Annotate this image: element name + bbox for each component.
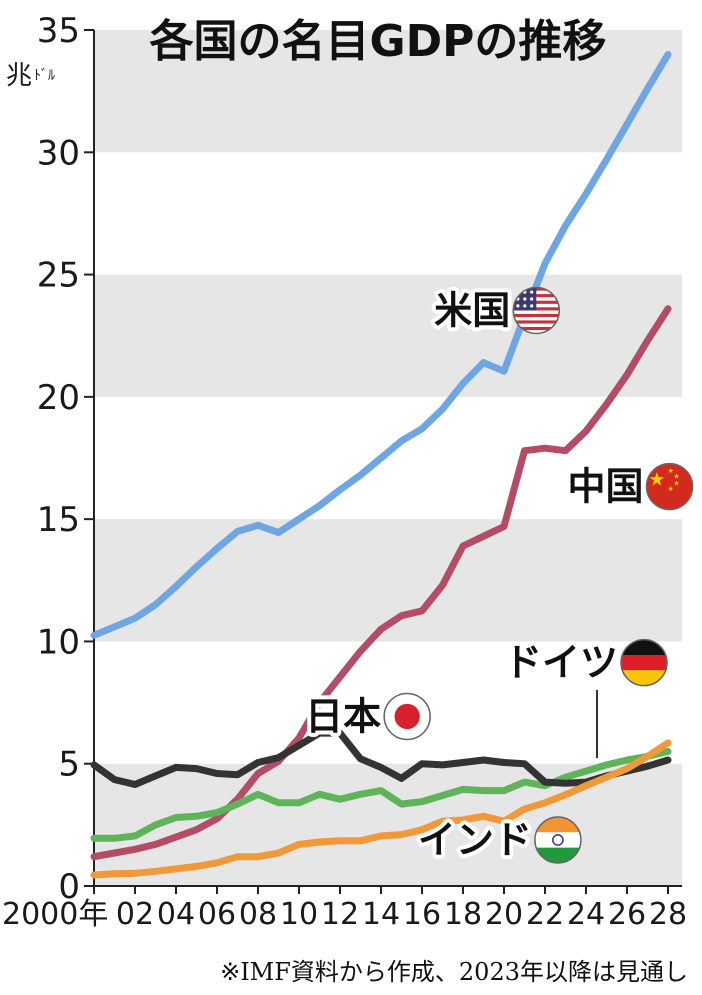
axes [93,30,682,887]
x-tick-label: 26 [608,897,646,932]
y-tick-label: 10 [37,622,80,662]
series-line [90,729,672,788]
series-label: ドイツ [504,641,618,685]
svg-text:★: ★ [673,473,679,481]
series-line [90,305,672,861]
x-tick-label: 12 [321,897,359,932]
x-tick-label: 10 [280,897,318,932]
svg-text:★: ★ [668,467,674,475]
flag-border [534,816,582,864]
series-label-halo: 中国 [568,465,644,509]
background-bands [94,30,682,886]
series-label: 中国 [568,465,644,509]
chart-title: 各国の名目GDPの推移 [150,16,607,67]
x-tick-label: 06 [198,897,236,932]
x-tick-label: 2000年 [2,897,108,932]
series-label-halo: ドイツ [504,641,618,685]
x-tick-label: 16 [403,897,441,932]
y-tick-label: 20 [37,378,80,418]
svg-text:★: ★ [649,469,666,490]
unit-label-sub: ﾄﾞﾙ [34,68,55,84]
series-line [90,748,672,842]
series-label-halo: インド [418,818,532,862]
series-line [90,739,672,879]
y-tick-label: 0 [58,867,80,907]
germany-flag [620,638,668,687]
grid-band [94,274,682,397]
x-tick-label: 02 [116,897,154,932]
x-tick-labels: 2000年 02 04 06 08 10 12 14 16 18 20 22 24 26 28 [2,886,687,932]
x-tick-label: 28 [649,897,687,932]
japan-flag [383,692,431,741]
x-tick-label: 22 [526,897,564,932]
svg-text:★: ★ [668,485,674,493]
flag-border [512,286,561,335]
series-line [90,51,672,639]
y-tick-label: 25 [37,256,80,296]
svg-text:★: ★ [673,479,679,487]
grid-band [94,30,682,153]
flag-border [620,638,668,687]
y-tick-label: 35 [37,11,80,51]
series-label-halo: 米国 [434,288,510,332]
series-lines [90,51,672,879]
y-tick-label: 30 [37,133,80,173]
source-note: ※IMF資料から作成、2023年以降は見通し [220,958,688,986]
y-tick-labels: 0 5 10 15 20 25 30 35 [37,11,94,907]
x-tick-label: 24 [567,897,605,932]
series-label-halo: 日本 [305,694,381,738]
india-flag [534,816,582,864]
flag-border [645,462,694,511]
china-flag: ★ ★★★★ [645,462,694,511]
x-tick-label: 20 [485,897,523,932]
series-label: インド [418,818,532,862]
series-label: 日本 [305,694,381,738]
x-tick-label: 08 [239,897,277,932]
unit-label-main: 兆 [6,61,32,91]
x-tick-label: 14 [362,897,400,932]
flag-border [383,692,431,741]
y-tick-label: 5 [58,745,80,785]
x-tick-label: 18 [444,897,482,932]
us-flag [512,286,561,335]
series-label: 米国 [434,288,510,332]
y-tick-label: 15 [37,500,80,540]
x-tick-label: 04 [157,897,195,932]
